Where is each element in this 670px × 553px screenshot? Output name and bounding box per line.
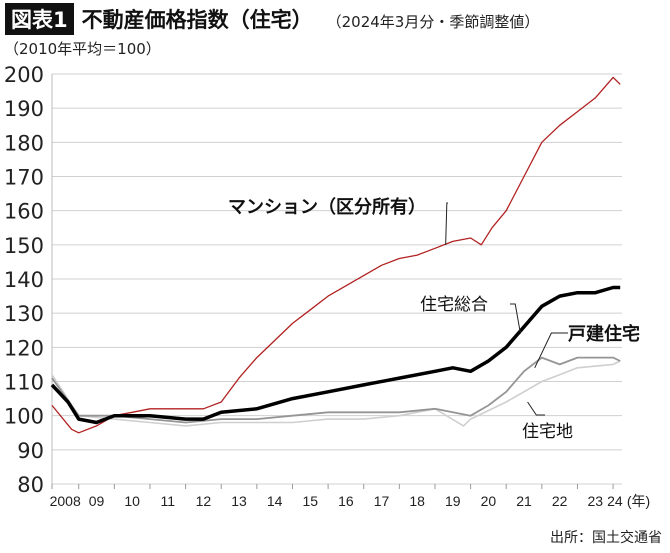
- figure-badge: 図表1: [5, 3, 74, 35]
- x-tick-label: 19: [445, 493, 461, 509]
- x-tick-label: 12: [196, 493, 212, 509]
- x-tick-label: 10: [124, 493, 140, 509]
- y-tick-label: 90: [17, 439, 44, 463]
- x-unit-label: (年): [627, 493, 650, 509]
- x-tick-label: 22: [552, 493, 568, 509]
- series-line-住宅総合: [50, 285, 621, 425]
- leader-line: [445, 202, 448, 245]
- leader-line: [527, 401, 545, 416]
- x-tick-label: 2008: [50, 493, 81, 509]
- leader-line: [534, 332, 568, 369]
- x-tick-label: 20: [481, 493, 497, 509]
- title-sub: （2024年3月分・季節調整値）: [326, 13, 540, 31]
- x-tick-label: 13: [231, 493, 247, 509]
- y-tick-label: 100: [4, 405, 44, 429]
- series-line-戸建住宅: [51, 356, 621, 424]
- series-label: 住宅地: [522, 422, 573, 442]
- series-label: 戸建住宅: [568, 323, 640, 345]
- x-tick-label: 18: [409, 493, 425, 509]
- y-tick-label: 80: [17, 473, 44, 497]
- y-tick-label: 190: [4, 97, 44, 121]
- title-main: 不動産価格指数（住宅）: [81, 8, 313, 32]
- source-note: 出所：国土交通省: [550, 530, 662, 546]
- y-tick-label: 170: [4, 166, 44, 190]
- x-tick-label: 11: [161, 493, 176, 509]
- x-tick-label: 24: [607, 493, 623, 509]
- y-tick-label: 150: [4, 234, 44, 258]
- series-line-マンション（区分所有）: [51, 76, 621, 434]
- chart-title: 図表1 不動産価格指数（住宅） （2024年3月分・季節調整値）: [5, 3, 539, 35]
- x-tick-label: 14: [267, 493, 283, 509]
- y-tick-label: 120: [4, 336, 44, 360]
- x-tick-label: 16: [338, 493, 354, 509]
- series-label: マンション（区分所有）: [228, 196, 426, 218]
- y-tick-label: 110: [4, 371, 44, 395]
- y-tick-label: 140: [4, 268, 44, 292]
- x-tick-label: 09: [89, 493, 105, 509]
- y-tick-label: 180: [4, 131, 44, 155]
- y-tick-label: 200: [4, 63, 44, 87]
- y-unit-label: （2010年平均＝100）: [4, 40, 161, 58]
- series-line-住宅地: [51, 360, 621, 427]
- leader-line: [510, 303, 521, 334]
- y-tick-label: 130: [4, 302, 44, 326]
- series-label: 住宅総合: [420, 295, 488, 315]
- x-tick-label: 15: [302, 493, 318, 509]
- x-tick-label: 17: [374, 493, 390, 509]
- x-tick-label: 21: [516, 493, 532, 509]
- y-tick-label: 160: [4, 200, 44, 224]
- x-tick-label: 23: [587, 493, 603, 509]
